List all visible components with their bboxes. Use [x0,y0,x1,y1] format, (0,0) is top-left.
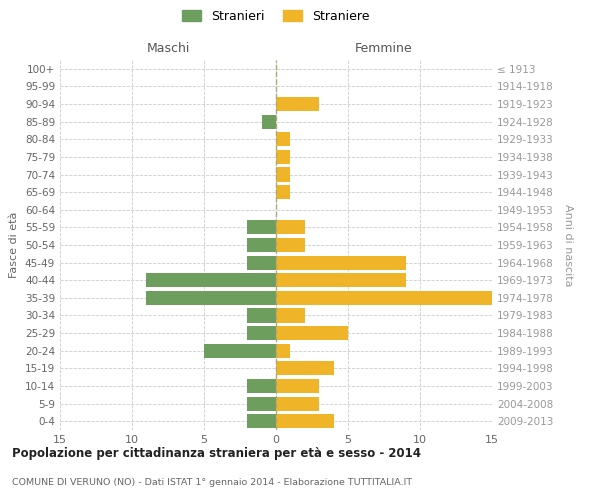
Y-axis label: Fasce di età: Fasce di età [10,212,19,278]
Bar [276,168,290,181]
Legend: Stranieri, Straniere: Stranieri, Straniere [178,5,374,28]
Bar [276,326,348,340]
Bar [247,256,276,270]
Bar [276,308,305,322]
Bar [276,291,492,305]
Bar [276,220,305,234]
Bar [247,220,276,234]
Bar [276,379,319,393]
Bar [262,114,276,128]
Bar [276,185,290,199]
Bar [276,362,334,376]
Text: COMUNE DI VERUNO (NO) - Dati ISTAT 1° gennaio 2014 - Elaborazione TUTTITALIA.IT: COMUNE DI VERUNO (NO) - Dati ISTAT 1° ge… [12,478,412,487]
Bar [276,396,319,410]
Bar [276,273,406,287]
Bar [276,414,334,428]
Bar [276,238,305,252]
Bar [247,308,276,322]
Bar [247,238,276,252]
Text: Femmine: Femmine [355,42,413,54]
Bar [276,344,290,358]
Bar [146,291,276,305]
Bar [247,326,276,340]
Bar [276,132,290,146]
Bar [247,379,276,393]
Text: Maschi: Maschi [146,42,190,54]
Y-axis label: Anni di nascita: Anni di nascita [563,204,573,286]
Bar [247,396,276,410]
Bar [276,150,290,164]
Bar [276,97,319,111]
Bar [247,414,276,428]
Bar [276,256,406,270]
Bar [204,344,276,358]
Text: Popolazione per cittadinanza straniera per età e sesso - 2014: Popolazione per cittadinanza straniera p… [12,448,421,460]
Bar [146,273,276,287]
